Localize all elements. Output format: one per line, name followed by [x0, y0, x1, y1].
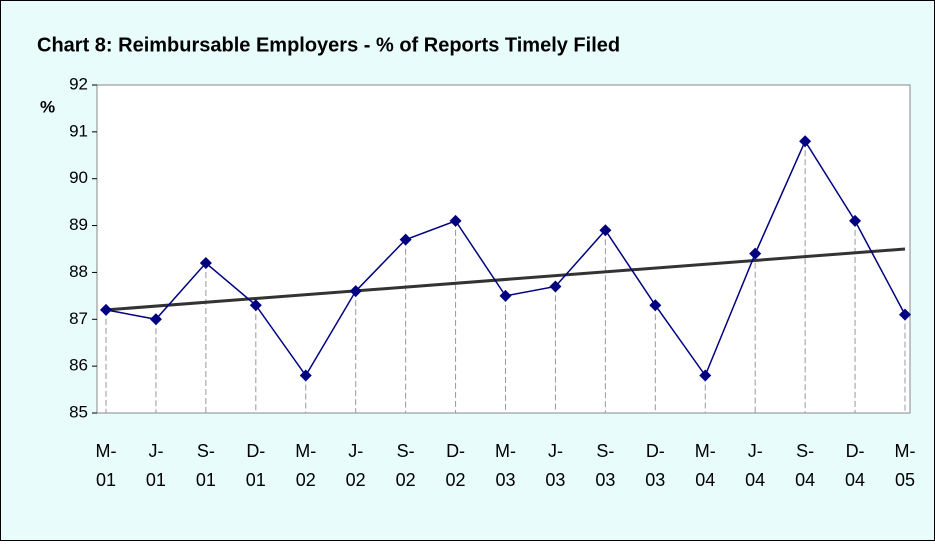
marker — [749, 247, 762, 260]
x-tick-label: D- — [246, 441, 265, 461]
x-tick-label: J- — [348, 441, 363, 461]
x-tick-label: 04 — [795, 470, 815, 490]
x-tick-label: S- — [596, 441, 614, 461]
x-tick-label: S- — [397, 441, 415, 461]
x-tick-label: 02 — [346, 470, 366, 490]
x-tick-label: 03 — [545, 470, 565, 490]
marker — [449, 214, 462, 227]
x-tick-label: M- — [895, 441, 916, 461]
chart-title: Chart 8: Reimbursable Employers - % of R… — [37, 34, 620, 56]
x-tick-label: S- — [197, 441, 215, 461]
x-tick-label: M- — [495, 441, 516, 461]
y-tick-label: 90 — [69, 168, 88, 187]
x-tick-label: J- — [548, 441, 563, 461]
y-tick-label: 87 — [69, 309, 88, 328]
x-tick-label: 01 — [246, 470, 266, 490]
marker — [699, 369, 712, 382]
marker — [899, 308, 911, 321]
x-tick-label: 02 — [296, 470, 316, 490]
marker — [349, 285, 362, 298]
x-tick-label: D- — [446, 441, 465, 461]
x-tick-label: 04 — [745, 470, 765, 490]
plot-area — [96, 84, 911, 414]
x-tick-label: 01 — [146, 470, 166, 490]
x-tick-label: M- — [295, 441, 316, 461]
x-tick-label: J- — [148, 441, 163, 461]
x-tick-label: 02 — [446, 470, 466, 490]
x-tick-label: 03 — [645, 470, 665, 490]
x-tick-label: D- — [646, 441, 665, 461]
x-tick-label: J- — [748, 441, 763, 461]
trendline — [105, 247, 906, 312]
marker — [649, 299, 662, 312]
marker — [499, 289, 512, 302]
y-tick-label: 91 — [69, 121, 88, 140]
marker — [249, 299, 262, 312]
marker — [849, 214, 862, 227]
y-axis-label: % — [40, 97, 55, 116]
marker — [299, 369, 312, 382]
x-tick-label: M- — [695, 441, 716, 461]
x-tick-label: 01 — [196, 470, 216, 490]
y-tick-label: 86 — [69, 356, 88, 375]
marker — [399, 233, 412, 246]
y-tick-label: 92 — [69, 74, 88, 93]
marker — [199, 257, 212, 270]
y-tick-label: 88 — [69, 262, 88, 281]
x-tick-label: 03 — [495, 470, 515, 490]
y-tick-label: 85 — [69, 402, 88, 421]
y-tick-label: 89 — [69, 215, 88, 234]
x-tick-label: 02 — [396, 470, 416, 490]
x-tick-label: M- — [96, 441, 117, 461]
marker — [599, 224, 612, 237]
x-tick-label: 04 — [845, 470, 865, 490]
marker — [799, 135, 812, 148]
x-tick-label: D- — [846, 441, 865, 461]
x-tick-label: 01 — [96, 470, 116, 490]
x-tick-label: 03 — [595, 470, 615, 490]
marker — [149, 313, 162, 326]
x-tick-label: 05 — [895, 470, 915, 490]
x-tick-label: S- — [796, 441, 814, 461]
marker — [100, 303, 112, 316]
x-tick-label: 04 — [695, 470, 715, 490]
marker — [549, 280, 562, 293]
